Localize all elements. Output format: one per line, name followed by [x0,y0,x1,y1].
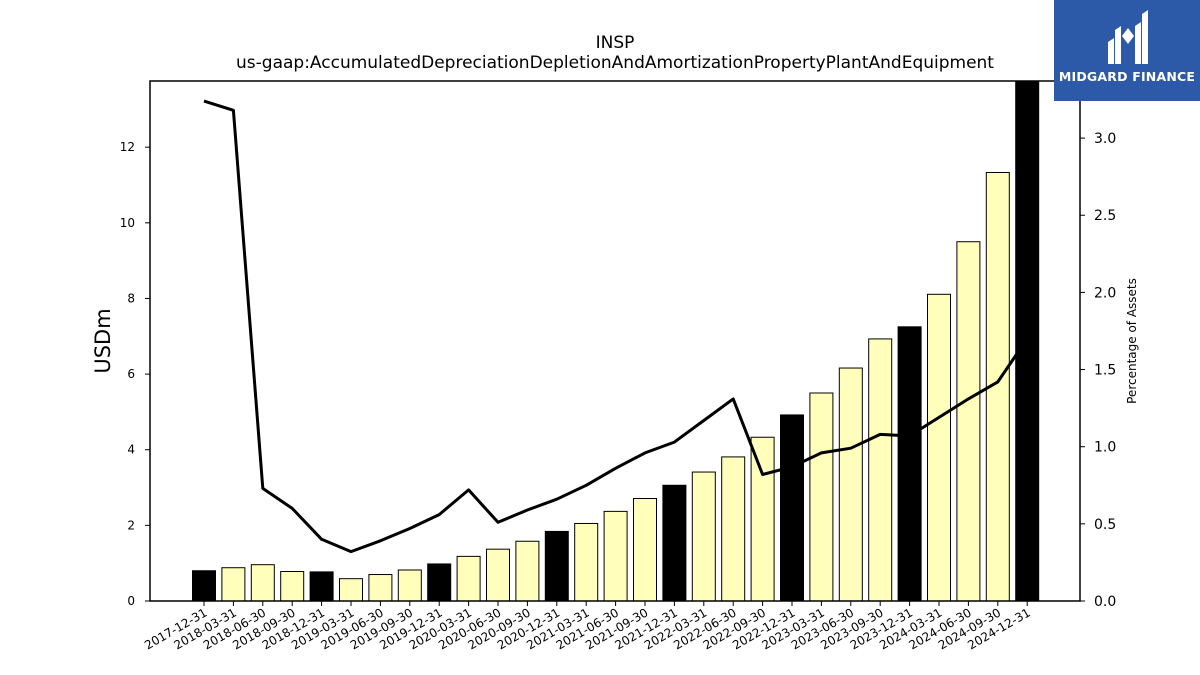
bar-2018-09-30 [280,571,305,602]
bar-2021-12-31 [662,484,687,602]
y2-axis-label: Percentage of Assets [1125,278,1139,404]
y2-tick-label: 1.5 [1094,363,1116,379]
chart-subtitle: us-gaap:AccumulatedDepreciationDepletion… [236,53,994,73]
bar-2019-12-31 [427,563,452,602]
x-axis: 2017-12-312018-03-312018-06-302018-09-30… [142,601,1033,652]
y-tick-label: 12 [120,140,135,154]
bar-2020-06-30 [486,548,510,602]
bar-2023-09-30 [868,338,893,602]
y2-tick-label: 3.0 [1094,131,1116,147]
y2-tick-label: 2.5 [1094,208,1116,224]
y-axis-right: 0.0 0.5 1.0 1.5 2.0 2.5 3.0 [1080,131,1116,610]
bar-2022-03-31 [691,471,716,602]
y-tick-label: 6 [127,367,135,381]
chart-title: INSP [596,33,635,53]
bar-2022-12-31 [780,414,804,602]
bar-2018-12-31 [309,571,334,602]
y2-tick-label: 0.0 [1094,594,1116,610]
logo-text: MIDGARD FINANCE [1058,69,1196,84]
bar-2024-03-31 [927,293,951,602]
y-tick-label: 2 [127,518,135,532]
percentage-line [203,99,1029,554]
y-tick-label: 4 [127,443,135,457]
bar-2022-06-30 [721,456,746,602]
bar-series [192,80,1040,602]
bar-2018-06-30 [250,564,275,602]
bar-2020-03-31 [456,555,481,602]
bar-2020-09-30 [515,540,540,602]
bar-2023-03-31 [809,392,834,602]
bar-2021-06-30 [603,510,628,602]
bar-2019-03-31 [339,578,363,602]
bar-2022-09-30 [750,436,775,602]
bar-2023-12-31 [897,326,922,602]
logo-mark-icon [1108,10,1148,64]
y-tick-label: 0 [127,594,135,608]
y-axis-left: 0 2 4 6 8 10 12 [120,140,150,608]
midgard-finance-logo: MIDGARD FINANCE [1054,0,1200,101]
y-axis-label: USDm [91,308,115,373]
bar-2023-06-30 [838,367,863,602]
y-tick-label: 10 [120,216,135,230]
bar-2024-06-30 [956,241,981,602]
bar-2017-12-31 [192,570,216,602]
bar-2018-03-31 [221,567,246,602]
bar-2021-09-30 [633,498,657,602]
plot-frame [149,80,1081,602]
y2-tick-label: 2.0 [1094,285,1116,301]
bar-2020-12-31 [544,530,569,602]
y2-tick-label: 1.0 [1094,440,1116,456]
line-series [203,99,1029,554]
bar-2019-09-30 [397,569,422,602]
bar-2021-03-31 [574,522,599,602]
y2-tick-label: 0.5 [1094,517,1116,533]
y-tick-label: 8 [127,291,135,305]
bar-2019-06-30 [368,574,393,602]
